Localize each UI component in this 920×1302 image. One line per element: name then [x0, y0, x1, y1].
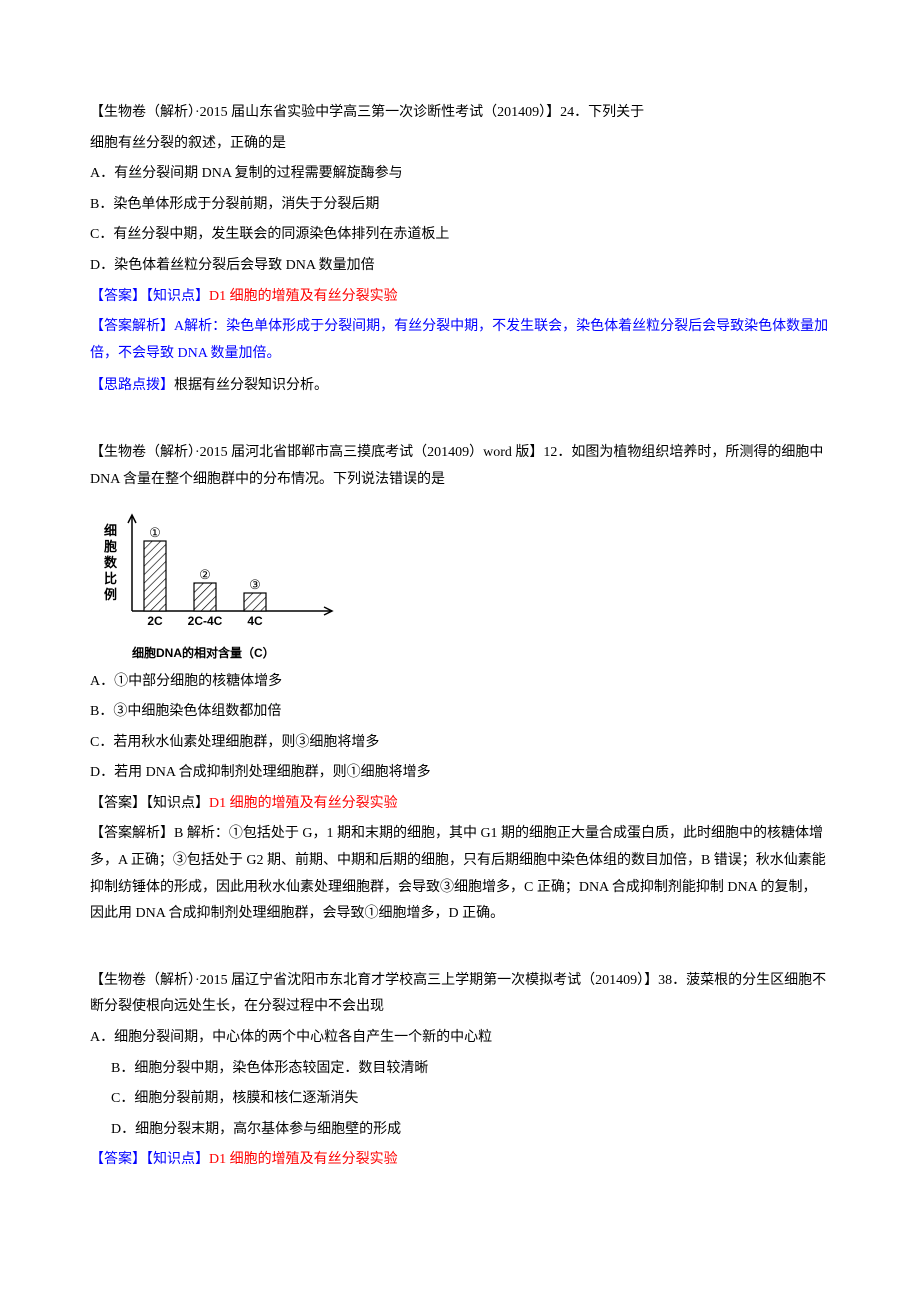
q3-option-a: A．细胞分裂间期，中心体的两个中心粒各自产生一个新的中心粒	[90, 1025, 830, 1052]
q2-explanation-body: B 解析：①包括处于 G，1 期和末期的细胞，其中 G1 期的细胞正大量合成蛋白…	[90, 826, 826, 921]
q3-option-d: D．细胞分裂末期，高尔基体参与细胞壁的形成	[90, 1117, 830, 1144]
q3-option-c: C．细胞分裂前期，核膜和核仁逐渐消失	[90, 1086, 830, 1113]
q1-think: 【思路点拨】根据有丝分裂知识分析。	[90, 373, 830, 400]
svg-text:例: 例	[104, 587, 117, 602]
q2-answer-line: 【答案】【知识点】D1 细胞的增殖及有丝分裂实验	[90, 791, 830, 818]
svg-text:③: ③	[249, 577, 261, 592]
q1-think-label: 【思路点拨】	[90, 378, 174, 393]
q2-answer-kp: D1 细胞的增殖及有丝分裂实验	[209, 796, 398, 811]
q2-chart: 细胞数比例 ① 2C ② 2C-4C ③ 4C 细胞DNA的相对含量（C）	[90, 501, 830, 664]
q1-header-line2: 细胞有丝分裂的叙述，正确的是	[90, 131, 830, 158]
q1-explanation-body: A解析：染色单体形成于分裂间期，有丝分裂中期，不发生联会，染色体着丝粒分裂后会导…	[90, 319, 828, 361]
q2-option-d: D．若用 DNA 合成抑制剂处理细胞群，则①细胞将增多	[90, 760, 830, 787]
q3-header-text: 【生物卷（解析）·2015 届辽宁省沈阳市东北育才学校高三上学期第一次模拟考试（…	[90, 973, 826, 1015]
svg-text:细: 细	[104, 523, 117, 538]
q1-answer-line: 【答案】【知识点】D1 细胞的增殖及有丝分裂实验	[90, 284, 830, 311]
svg-text:②: ②	[199, 567, 211, 582]
svg-text:比: 比	[104, 571, 117, 586]
q1-option-c: C．有丝分裂中期，发生联会的同源染色体排列在赤道板上	[90, 222, 830, 249]
q3-answer-kp: D1 细胞的增殖及有丝分裂实验	[209, 1152, 398, 1167]
q1-answer-label: 【答案】【知识点】	[90, 289, 209, 304]
q2-header: 【生物卷（解析）·2015 届河北省邯郸市高三摸底考试（201409）word …	[90, 440, 830, 493]
q2-option-c: C．若用秋水仙素处理细胞群，则③细胞将增多	[90, 730, 830, 757]
q2-chart-xlabel: 细胞DNA的相对含量（C）	[132, 642, 830, 665]
svg-text:胞: 胞	[103, 539, 117, 554]
q2-option-b: B．③中细胞染色体组数都加倍	[90, 699, 830, 726]
q1-explanation: 【答案解析】A解析：染色单体形成于分裂间期，有丝分裂中期，不发生联会，染色体着丝…	[90, 314, 830, 367]
q1-option-d: D．染色体着丝粒分裂后会导致 DNA 数量加倍	[90, 253, 830, 280]
q1-answer-kp: D1 细胞的增殖及有丝分裂实验	[209, 289, 398, 304]
q2-option-a: A．①中部分细胞的核糖体增多	[90, 669, 830, 696]
q1-option-a: A．有丝分裂间期 DNA 复制的过程需要解旋酶参与	[90, 161, 830, 188]
q3-answer-line: 【答案】【知识点】D1 细胞的增殖及有丝分裂实验	[90, 1147, 830, 1174]
q3-answer-label: 【答案】【知识点】	[90, 1152, 209, 1167]
svg-text:4C: 4C	[247, 614, 263, 628]
q1-header-line1: 【生物卷（解析）·2015 届山东省实验中学高三第一次诊断性考试（201409）…	[90, 100, 830, 127]
svg-text:①: ①	[149, 525, 161, 540]
q2-chart-svg: 细胞数比例 ① 2C ② 2C-4C ③ 4C	[90, 501, 350, 631]
q2-explanation-label: 【答案解析】	[90, 826, 174, 841]
q1-think-body: 根据有丝分裂知识分析。	[174, 378, 328, 393]
svg-text:2C: 2C	[147, 614, 163, 628]
q1-option-b: B．染色单体形成于分裂前期，消失于分裂后期	[90, 192, 830, 219]
q2-answer-label: 【答案】【知识点】	[90, 796, 209, 811]
svg-text:数: 数	[104, 555, 118, 570]
q3-option-b: B．细胞分裂中期，染色体形态较固定．数目较清晰	[90, 1056, 830, 1083]
svg-text:2C-4C: 2C-4C	[188, 614, 223, 628]
q2-explanation: 【答案解析】B 解析：①包括处于 G，1 期和末期的细胞，其中 G1 期的细胞正…	[90, 821, 830, 927]
q3-header: 【生物卷（解析）·2015 届辽宁省沈阳市东北育才学校高三上学期第一次模拟考试（…	[90, 968, 830, 1021]
q1-explanation-label: 【答案解析】	[90, 319, 174, 334]
